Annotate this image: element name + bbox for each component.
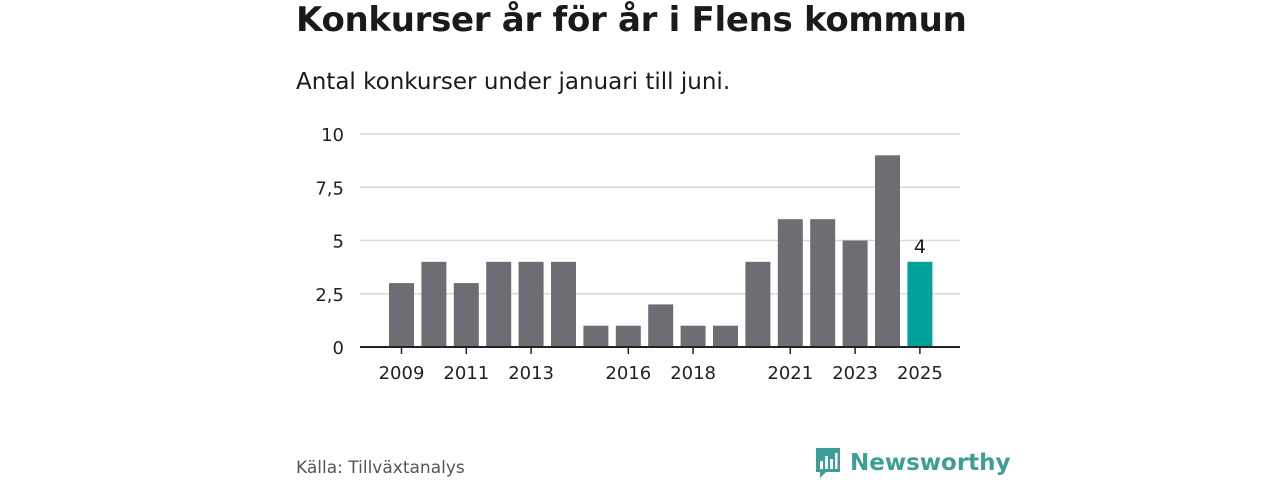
bar: [907, 261, 933, 347]
bar: [518, 261, 544, 347]
bar: [842, 240, 868, 347]
x-tick-label: 2016: [605, 363, 651, 384]
y-tick-label: 5: [333, 232, 344, 253]
x-tick-label: 2009: [379, 363, 425, 384]
bar: [551, 261, 576, 347]
bar: [680, 325, 706, 347]
bar: [875, 155, 900, 347]
bar: [648, 304, 674, 347]
x-tick-label: 2011: [443, 363, 489, 384]
y-tick-label: 10: [321, 125, 344, 146]
chart-title: Konkurser år för år i Flens kommun: [296, 0, 967, 40]
y-tick-label: 0: [333, 338, 344, 359]
y-tick-label: 2,5: [315, 285, 344, 306]
bar: [389, 283, 414, 347]
bar: [713, 325, 738, 347]
y-tick-label: 7,5: [315, 178, 344, 199]
x-tick-label: 2023: [832, 363, 878, 384]
chart-subtitle: Antal konkurser under januari till juni.: [296, 69, 731, 95]
x-tick-label: 2021: [767, 363, 813, 384]
x-tick-label: 2013: [508, 363, 554, 384]
bar: [486, 261, 512, 347]
bar: [777, 219, 803, 347]
bar: [421, 261, 447, 347]
bar-value-label: 4: [914, 236, 926, 258]
newsworthy-logo-icon: [816, 448, 840, 478]
x-tick-label: 2018: [670, 363, 716, 384]
bar: [615, 325, 641, 347]
brand-name: Newsworthy: [850, 450, 1011, 476]
bar-chart: 0 2,5 5 7,5 10 4 2009 2011 2013 2016 2018 2021 2023 2…: [315, 125, 960, 384]
brand-logo: Newsworthy: [814, 446, 1011, 480]
bar: [453, 283, 479, 347]
bar: [583, 325, 609, 347]
bar: [810, 219, 836, 347]
x-tick-label: 2025: [897, 363, 943, 384]
bar: [745, 261, 771, 347]
source-note: Källa: Tillväxtanalys: [296, 458, 465, 478]
